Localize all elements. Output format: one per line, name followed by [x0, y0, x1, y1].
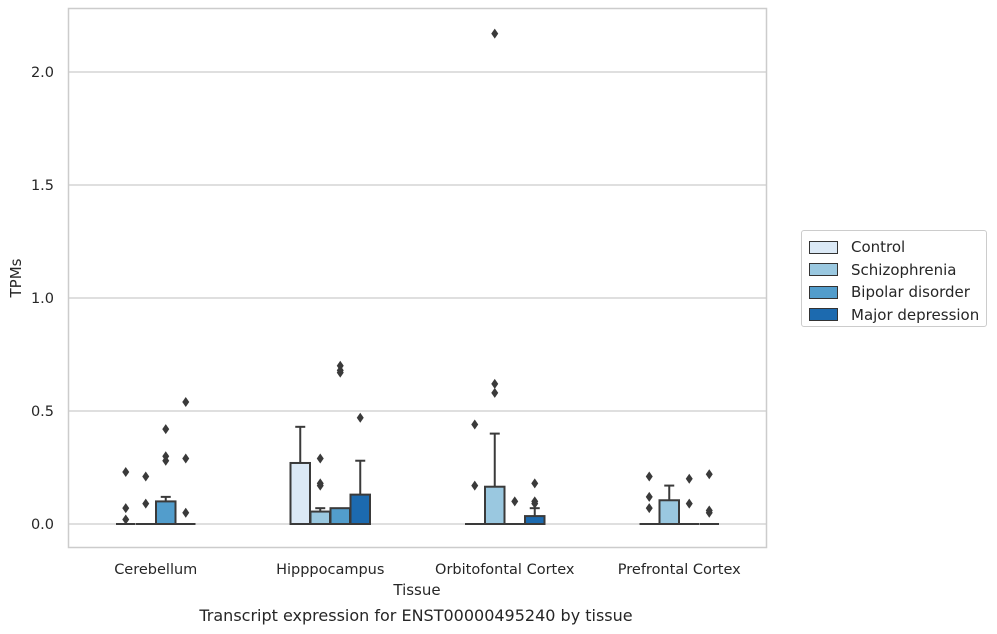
- x-tick-label: Orbitofontal Cortex: [435, 562, 575, 578]
- legend-item-control: Control: [809, 236, 986, 259]
- legend-label: Major depression: [851, 305, 980, 324]
- outlier-point: [182, 396, 190, 407]
- outlier-point: [142, 498, 150, 509]
- x-tick-label: Cerebellum: [114, 562, 197, 578]
- x-tick-label: Prefrontal Cortex: [618, 562, 741, 578]
- x-tick-label: Hipppocampus: [276, 562, 384, 578]
- chart-caption: Transcript expression for ENST0000049524…: [199, 606, 633, 625]
- outlier-point: [645, 471, 653, 482]
- outlier-point: [531, 478, 539, 489]
- y-axis-label: TPMs: [7, 258, 25, 298]
- outlier-point: [356, 412, 364, 423]
- box: [155, 500, 177, 525]
- box: [484, 485, 506, 525]
- y-axis-ticks: 0.0 0.5 1.0 1.5 2.0: [31, 65, 54, 533]
- outlier-point: [122, 514, 130, 525]
- legend-swatch: [809, 240, 838, 254]
- y-tick-label: 2.0: [31, 65, 54, 81]
- outlier-point: [685, 498, 693, 509]
- outlier-point: [491, 378, 499, 389]
- legend-swatch: [809, 263, 838, 277]
- outlier-point: [645, 491, 653, 502]
- box: [349, 493, 371, 525]
- legend-item-bipolar-disorder: Bipolar disorder: [809, 281, 986, 304]
- outlier-point: [645, 503, 653, 514]
- legend-swatch: [809, 308, 838, 322]
- x-axis-label: Tissue: [392, 581, 440, 599]
- y-tick-label: 1.0: [31, 291, 54, 307]
- outlier-point: [471, 480, 479, 491]
- outlier-point: [491, 28, 499, 39]
- outlier-point: [182, 453, 190, 464]
- x-axis-ticks: Cerebellum Hipppocampus Orbitofontal Corte…: [114, 562, 741, 578]
- y-tick-label: 0.0: [31, 517, 54, 533]
- outlier-point: [705, 469, 713, 480]
- outlier-point: [336, 367, 344, 378]
- box: [329, 507, 351, 525]
- gridlines: [68, 71, 767, 525]
- outlier-point: [122, 467, 130, 478]
- legend: Control Schizophrenia Bipolar disorder M…: [801, 230, 987, 327]
- outlier-point: [162, 424, 170, 435]
- outlier-point: [162, 455, 170, 466]
- outlier-point: [531, 498, 539, 509]
- outlier-point: [705, 507, 713, 518]
- box: [524, 515, 546, 526]
- outlier-point: [471, 419, 479, 430]
- y-tick-label: 0.5: [31, 404, 54, 420]
- y-tick-label: 1.5: [31, 178, 54, 194]
- legend-item-major-depression: Major depression: [809, 304, 986, 327]
- outlier-point: [685, 473, 693, 484]
- outlier-point: [491, 387, 499, 398]
- legend-label: Schizophrenia: [851, 260, 957, 279]
- box: [289, 461, 311, 526]
- outlier-point: [316, 480, 324, 491]
- outlier-point: [316, 453, 324, 464]
- outlier-point: [142, 471, 150, 482]
- legend-label: Control: [851, 238, 906, 257]
- legend-label: Bipolar disorder: [851, 283, 970, 302]
- outlier-point: [182, 507, 190, 518]
- box: [309, 510, 331, 526]
- outlier-point: [511, 496, 519, 507]
- legend-swatch: [809, 285, 838, 299]
- legend-item-schizophrenia: Schizophrenia: [809, 259, 986, 282]
- box: [658, 499, 680, 525]
- plot-frame: [67, 7, 768, 549]
- plot-marks: [116, 28, 719, 526]
- outlier-point: [122, 503, 130, 514]
